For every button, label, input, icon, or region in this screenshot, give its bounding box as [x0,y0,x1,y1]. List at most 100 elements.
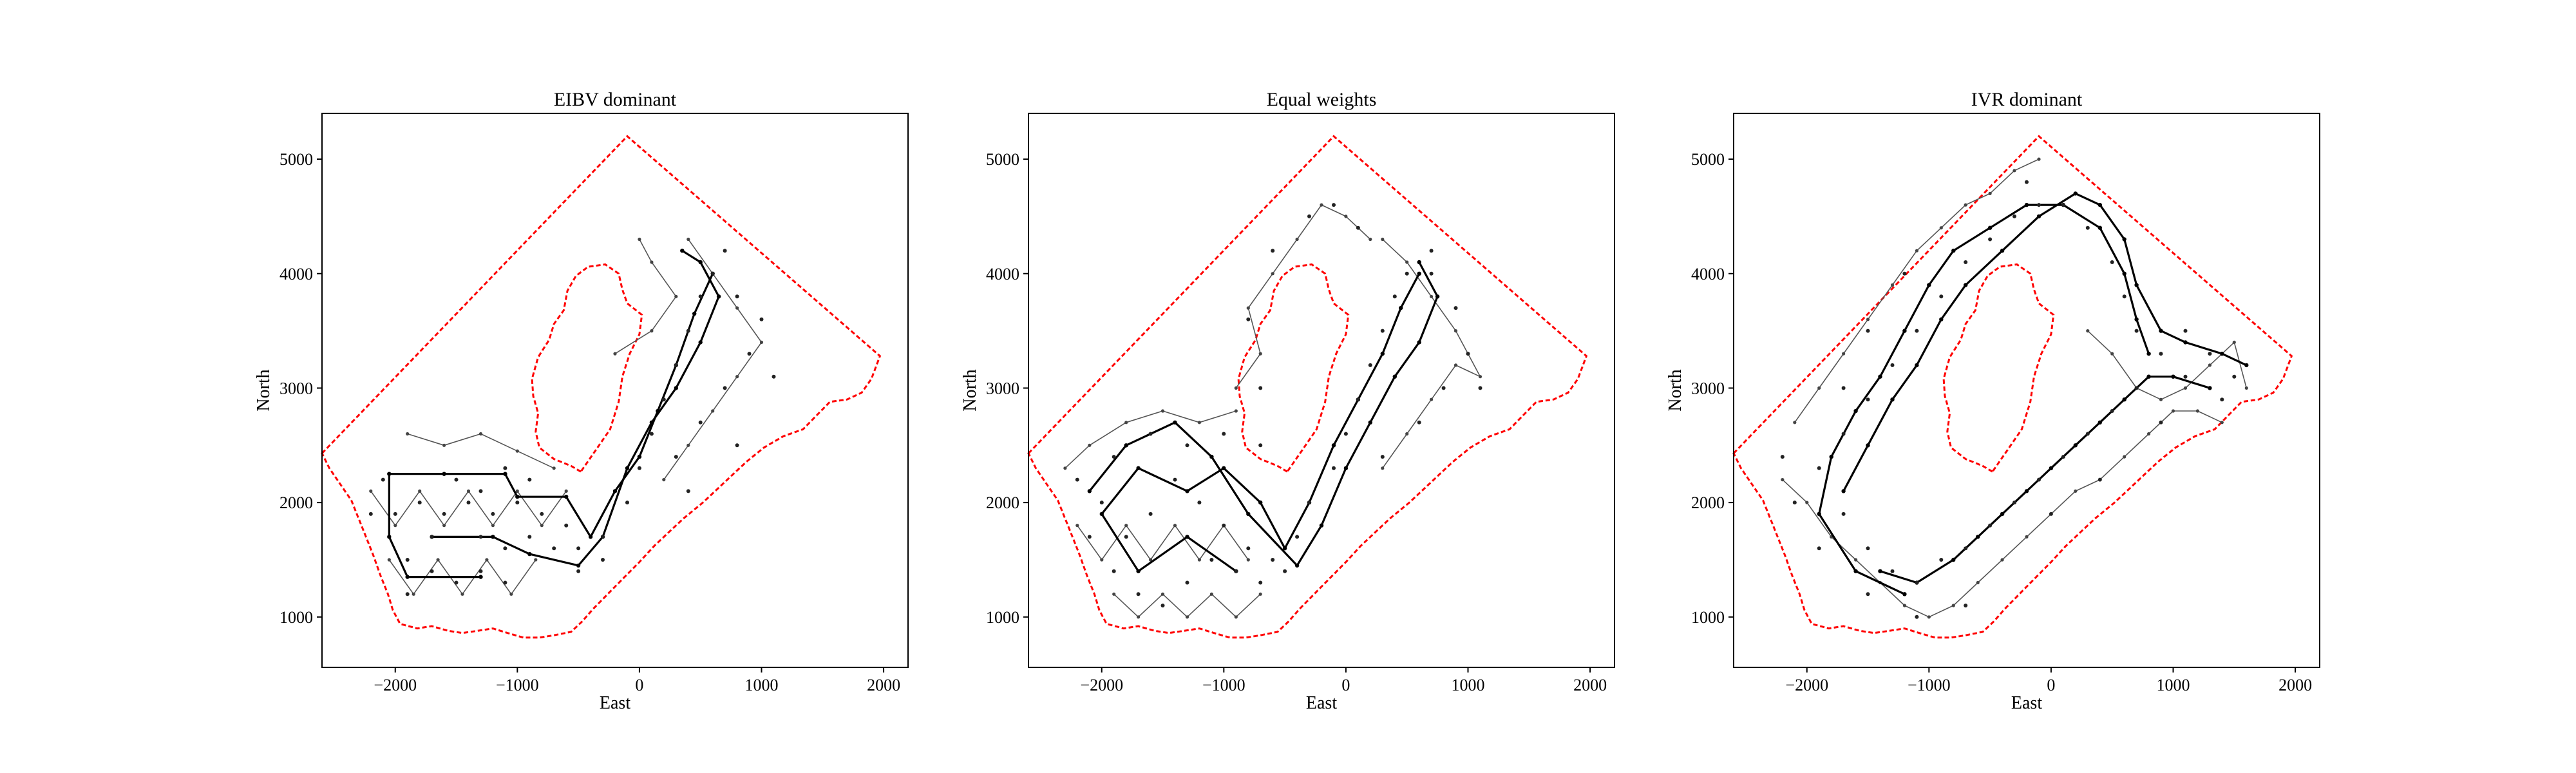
waypoint-marker [454,477,459,482]
path-waypoint [2098,225,2102,230]
waypoint-marker [1258,443,1263,448]
path-waypoint [2171,374,2175,379]
path-waypoint [2122,397,2126,402]
waypoint-marker [1890,569,1895,573]
path-waypoint [674,386,679,390]
path-waypoint [1927,283,1931,287]
waypoint-marker [381,477,385,482]
x-tick-label: 1000 [745,676,779,694]
path-waypoint [1124,443,1128,448]
path-waypoint [1987,225,1993,230]
path-waypoint [515,495,520,499]
waypoint-marker [2110,409,2114,413]
waypoint-marker [1124,535,1128,539]
waypoint-marker [2208,352,2212,356]
path-waypoint [698,340,703,345]
x-tick-label: 1000 [2157,676,2190,694]
waypoint-marker [1075,477,1079,482]
subplot-title: Equal weights [1267,89,1377,110]
y-ticks: 1000 2000 3000 4000 5000 [279,150,322,627]
path-waypoint [680,249,685,253]
waypoint-marker [1283,569,1287,573]
path-waypoint [485,558,489,562]
waypoint-marker [576,546,581,551]
path-waypoint [674,294,678,298]
waypoint-marker [430,535,434,539]
path-waypoint [1829,454,1833,459]
waypoint-marker [1890,363,1895,367]
path-waypoint [2000,558,2004,562]
waypoint-marker [2183,329,2188,333]
path-waypoint [1454,329,1458,333]
path-waypoint [735,306,739,310]
waypoint-marker [735,443,739,448]
path-waypoint [1988,191,1992,195]
path-waypoint [1124,421,1128,425]
path-waypoint [1136,569,1141,573]
path-waypoint [1087,489,1092,493]
path-waypoint [1417,271,1421,276]
path-waypoint [1866,318,1870,321]
path-waypoint [442,443,446,447]
waypoint-marker [2110,260,2114,264]
waypoint-marker [1356,397,1360,402]
waypoint-marker [1988,237,1993,242]
y-axis-label: North [254,369,274,411]
inner-boundary-line [1237,263,1350,473]
waypoint-marker [1405,271,1409,276]
subplot-ivr-dominant: IVR dominant East North −2000 −1000 0 1000 2… [1665,89,2320,713]
path-waypoint [2159,329,2163,333]
path-waypoint [1841,489,1846,493]
waypoint-marker [540,511,544,516]
waypoint-marker [1466,352,1470,356]
waypoint-marker [2025,180,2029,184]
path-waypoint [2123,455,2126,459]
y-tick-label: 4000 [986,265,1019,283]
path-waypoint [692,311,697,316]
path-waypoint [2146,351,2151,356]
x-tick-label: 0 [2047,676,2055,694]
path-waypoint [1222,466,1226,470]
path-waypoint [1137,615,1141,619]
waypoint-marker [1441,386,1446,390]
primary-path-line [1818,204,2150,595]
waypoint-marker [1222,432,1226,436]
waypoint-marker [478,535,483,539]
path-waypoint [613,352,617,356]
path-waypoint [576,563,581,568]
waypoint-marker [1392,294,1397,299]
path-waypoint [1173,524,1177,528]
waypoint-marker [478,569,483,573]
waypoint-marker [1380,329,1385,333]
axes-frame [321,113,909,668]
waypoint-marker [1295,535,1300,539]
path-waypoint [2073,191,2078,196]
subplot-title: IVR dominant [1971,89,2083,110]
primary-path-line [431,249,720,567]
path-waypoint [1331,443,1336,448]
path-waypoint [1246,511,1251,517]
waypoint-marker [2061,455,2065,459]
waypoint-marker [674,363,678,367]
path-waypoint [2244,386,2248,390]
path-waypoint [1173,420,1177,425]
path-waypoint [527,551,532,557]
path-waypoint [2208,386,2212,390]
waypoint-marker [1964,546,1968,551]
path-waypoint [1817,511,1821,517]
waypoint-marker [1368,363,1372,367]
y-tick-label: 4000 [1691,265,1725,283]
waypoint-marker [442,511,446,516]
waypoint-marker [1866,592,1870,596]
y-tick-label: 1000 [986,608,1019,627]
path-waypoint [2036,214,2041,219]
waypoint-marker [1307,214,1311,218]
y-tick-label: 2000 [1691,493,1725,512]
path-waypoint [1417,340,1421,345]
path-waypoint [1478,375,1482,379]
waypoint-marker [491,511,495,516]
x-axis-label: East [1306,693,1337,713]
path-waypoint [442,524,446,528]
path-waypoint [1209,592,1213,596]
path-waypoint [2110,352,2114,356]
